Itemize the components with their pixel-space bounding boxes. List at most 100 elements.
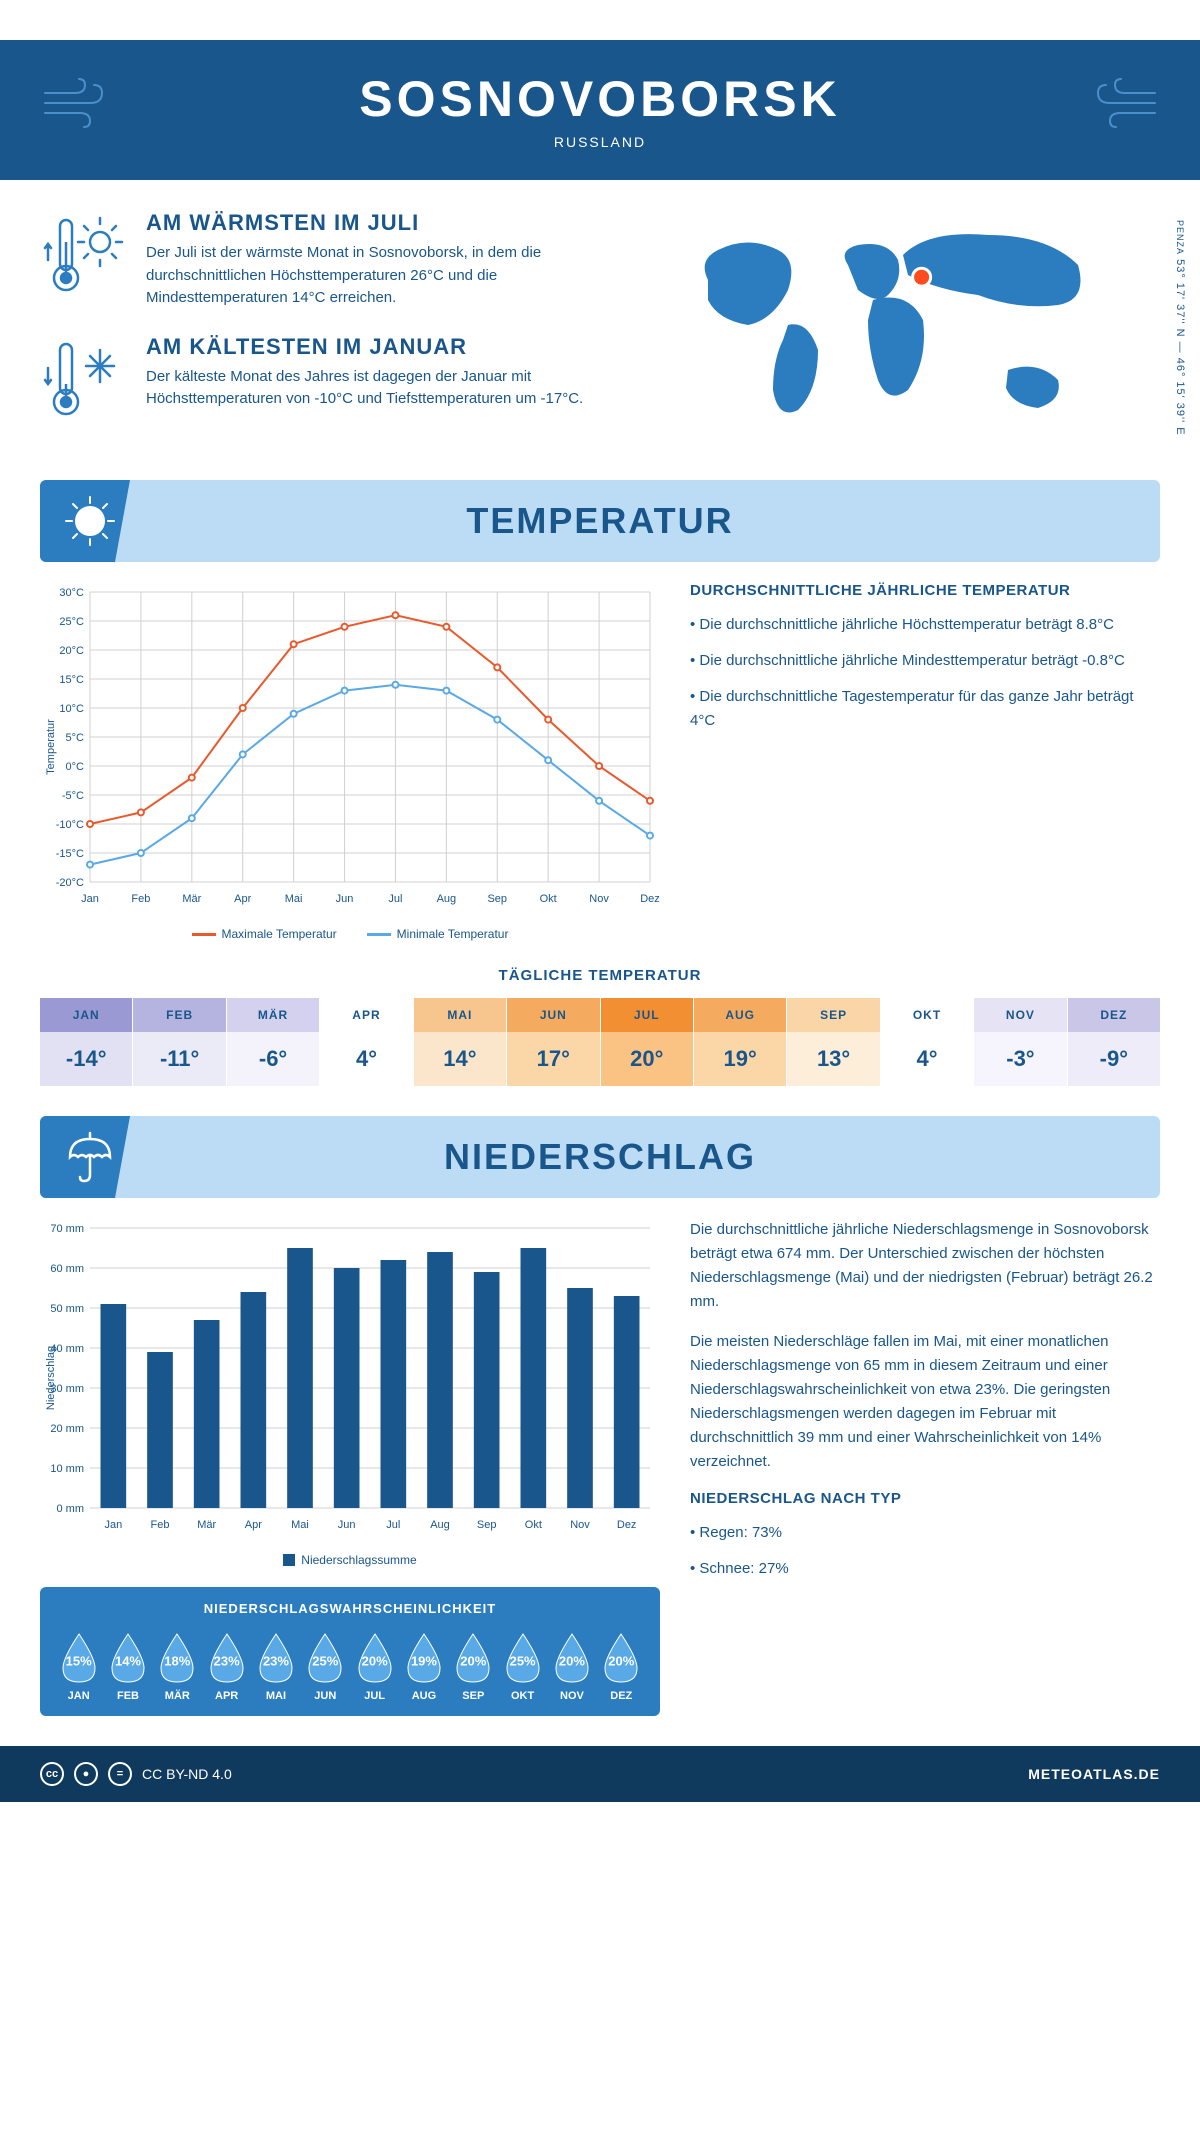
month-cell: APR4° bbox=[320, 998, 413, 1086]
svg-text:Apr: Apr bbox=[234, 893, 251, 905]
svg-text:20°C: 20°C bbox=[59, 645, 84, 657]
svg-text:Nov: Nov bbox=[570, 1519, 590, 1531]
svg-text:10°C: 10°C bbox=[59, 703, 84, 715]
svg-text:Apr: Apr bbox=[245, 1519, 262, 1531]
month-cell: FEB-11° bbox=[133, 998, 226, 1086]
coordinates: PENZA 53° 17' 37'' N — 46° 15' 39'' E bbox=[1174, 220, 1186, 436]
svg-text:30°C: 30°C bbox=[59, 587, 84, 599]
svg-text:10 mm: 10 mm bbox=[50, 1463, 84, 1475]
svg-text:Nov: Nov bbox=[589, 893, 609, 905]
month-cell: JUN17° bbox=[507, 998, 600, 1086]
precip-drop: 20%JUL bbox=[350, 1630, 399, 1702]
footer: cc ● = CC BY-ND 4.0 METEOATLAS.DE bbox=[0, 1746, 1200, 1802]
precip-drop: 25%JUN bbox=[301, 1630, 350, 1702]
precip-drop: 20%SEP bbox=[449, 1630, 498, 1702]
svg-text:-15°C: -15°C bbox=[56, 848, 84, 860]
fact-text: Der Juli ist der wärmste Monat in Sosnov… bbox=[146, 242, 585, 310]
svg-text:Feb: Feb bbox=[131, 893, 150, 905]
svg-text:0°C: 0°C bbox=[66, 761, 85, 773]
nd-icon: = bbox=[108, 1762, 132, 1786]
svg-text:Niederschlag: Niederschlag bbox=[45, 1346, 57, 1410]
wind-icon bbox=[1090, 73, 1160, 147]
precip-drop: 25%OKT bbox=[498, 1630, 547, 1702]
world-map: PENZA 53° 17' 37'' N — 46° 15' 39'' E bbox=[615, 210, 1160, 450]
precip-drop: 23%APR bbox=[202, 1630, 251, 1702]
svg-text:Okt: Okt bbox=[540, 893, 557, 905]
month-cell: SEP13° bbox=[787, 998, 880, 1086]
license-text: CC BY-ND 4.0 bbox=[142, 1766, 232, 1782]
section-title: TEMPERATUR bbox=[80, 500, 1120, 542]
svg-text:Temperatur: Temperatur bbox=[45, 719, 57, 775]
section-temperature: TEMPERATUR bbox=[40, 480, 1160, 562]
precip-drop: 19%AUG bbox=[399, 1630, 448, 1702]
precip-drop: 20%NOV bbox=[547, 1630, 596, 1702]
svg-text:Jan: Jan bbox=[81, 893, 99, 905]
month-cell: OKT4° bbox=[881, 998, 974, 1086]
svg-text:Jul: Jul bbox=[388, 893, 402, 905]
month-cell: JAN-14° bbox=[40, 998, 133, 1086]
page-title: SOSNOVOBORSK bbox=[359, 70, 840, 128]
svg-text:5°C: 5°C bbox=[66, 732, 85, 744]
site-name: METEOATLAS.DE bbox=[1028, 1766, 1160, 1782]
svg-text:25°C: 25°C bbox=[59, 616, 84, 628]
month-cell: JUL20° bbox=[601, 998, 694, 1086]
svg-text:Mai: Mai bbox=[291, 1519, 309, 1531]
svg-text:60 mm: 60 mm bbox=[50, 1263, 84, 1275]
thermometer-snow-icon bbox=[40, 334, 130, 424]
header: SOSNOVOBORSK RUSSLAND bbox=[0, 40, 1200, 180]
temperature-summary: DURCHSCHNITTLICHE JÄHRLICHE TEMPERATUR •… bbox=[690, 582, 1160, 941]
daily-temp-strip: JAN-14°FEB-11°MÄR-6°APR4°MAI14°JUN17°JUL… bbox=[40, 998, 1160, 1086]
chart-legend: Niederschlagssumme bbox=[40, 1553, 660, 1567]
svg-text:Aug: Aug bbox=[430, 1519, 450, 1531]
fact-warmest: AM WÄRMSTEN IM JULI Der Juli ist der wär… bbox=[40, 210, 585, 310]
precip-drop: 18%MÄR bbox=[153, 1630, 202, 1702]
precipitation-probability: NIEDERSCHLAGSWAHRSCHEINLICHKEIT 15%JAN14… bbox=[40, 1587, 660, 1716]
svg-text:-5°C: -5°C bbox=[62, 790, 84, 802]
svg-text:Mär: Mär bbox=[182, 893, 201, 905]
page-subtitle: RUSSLAND bbox=[359, 134, 840, 150]
svg-text:Jan: Jan bbox=[104, 1519, 122, 1531]
precip-drop: 20%DEZ bbox=[597, 1630, 646, 1702]
month-cell: DEZ-9° bbox=[1068, 998, 1160, 1086]
precip-drop: 15%JAN bbox=[54, 1630, 103, 1702]
precip-drop: 14%FEB bbox=[103, 1630, 152, 1702]
temperature-chart: -20°C -15°C -10°C -5°C 0°C 5°C 10°C 15°C 20°C 25°… bbox=[40, 582, 660, 941]
svg-text:Dez: Dez bbox=[640, 893, 660, 905]
cc-icon: cc bbox=[40, 1762, 64, 1786]
svg-text:Jul: Jul bbox=[386, 1519, 400, 1531]
svg-text:Jun: Jun bbox=[336, 893, 354, 905]
fact-text: Der kälteste Monat des Jahres ist dagege… bbox=[146, 366, 585, 411]
svg-text:Feb: Feb bbox=[151, 1519, 170, 1531]
by-icon: ● bbox=[74, 1762, 98, 1786]
month-cell: MAI14° bbox=[414, 998, 507, 1086]
svg-text:Jun: Jun bbox=[338, 1519, 356, 1531]
precip-drop: 23%MAI bbox=[251, 1630, 300, 1702]
chart-legend: Maximale Temperatur Minimale Temperatur bbox=[40, 927, 660, 941]
svg-text:Mär: Mär bbox=[197, 1519, 216, 1531]
fact-title: AM WÄRMSTEN IM JULI bbox=[146, 210, 585, 236]
svg-text:Okt: Okt bbox=[525, 1519, 542, 1531]
svg-text:Sep: Sep bbox=[477, 1519, 497, 1531]
fact-coldest: AM KÄLTESTEN IM JANUAR Der kälteste Mona… bbox=[40, 334, 585, 424]
thermometer-sun-icon bbox=[40, 210, 130, 300]
svg-text:Aug: Aug bbox=[437, 893, 457, 905]
section-precipitation: NIEDERSCHLAG bbox=[40, 1116, 1160, 1198]
wind-icon bbox=[40, 73, 110, 147]
svg-text:20 mm: 20 mm bbox=[50, 1423, 84, 1435]
svg-text:70 mm: 70 mm bbox=[50, 1223, 84, 1235]
month-cell: MÄR-6° bbox=[227, 998, 320, 1086]
precipitation-summary: Die durchschnittliche jährliche Niedersc… bbox=[690, 1218, 1160, 1716]
svg-text:Mai: Mai bbox=[285, 893, 303, 905]
daily-temp-title: TÄGLICHE TEMPERATUR bbox=[40, 967, 1160, 984]
svg-text:-20°C: -20°C bbox=[56, 877, 84, 889]
precipitation-chart: 0 mm10 mm20 mm30 mm40 mm50 mm60 mm70 mmJ… bbox=[40, 1218, 660, 1716]
svg-text:Sep: Sep bbox=[487, 893, 507, 905]
svg-text:Dez: Dez bbox=[617, 1519, 637, 1531]
svg-text:0 mm: 0 mm bbox=[57, 1503, 85, 1515]
svg-text:50 mm: 50 mm bbox=[50, 1303, 84, 1315]
month-cell: AUG19° bbox=[694, 998, 787, 1086]
month-cell: NOV-3° bbox=[974, 998, 1067, 1086]
fact-title: AM KÄLTESTEN IM JANUAR bbox=[146, 334, 585, 360]
svg-text:15°C: 15°C bbox=[59, 674, 84, 686]
svg-text:-10°C: -10°C bbox=[56, 819, 84, 831]
